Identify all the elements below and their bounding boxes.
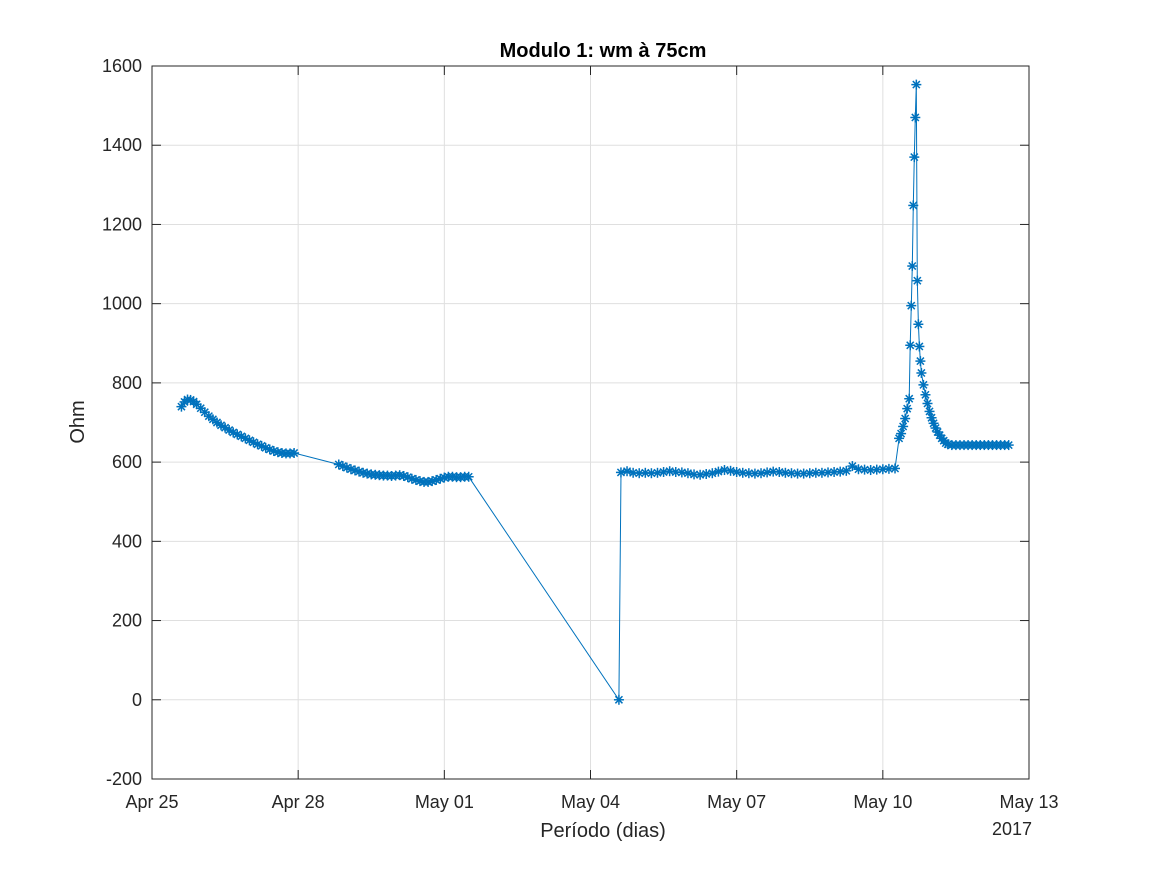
x-axis-year-label: 2017 bbox=[992, 819, 1032, 839]
y-tick-label: 0 bbox=[132, 690, 142, 710]
chart-title: Modulo 1: wm à 75cm bbox=[500, 40, 707, 62]
data-point bbox=[912, 275, 923, 286]
data-series bbox=[176, 79, 1014, 705]
data-point bbox=[713, 466, 724, 477]
data-point bbox=[695, 469, 706, 480]
x-tick-label: May 01 bbox=[415, 792, 474, 812]
data-point bbox=[890, 463, 901, 474]
y-tick-label: 1400 bbox=[102, 135, 142, 155]
data-point bbox=[615, 467, 626, 478]
data-point bbox=[423, 476, 434, 487]
data-point bbox=[918, 379, 929, 390]
x-tick-label: May 04 bbox=[561, 792, 620, 812]
data-point bbox=[916, 367, 927, 378]
data-point bbox=[756, 468, 767, 479]
data-point bbox=[915, 356, 926, 367]
data-point bbox=[859, 464, 870, 475]
y-tick-label: 1000 bbox=[102, 294, 142, 314]
data-point bbox=[1003, 440, 1014, 451]
x-axis: Apr 25 Apr 28 May 01 May 04 May 07 May 10 May … bbox=[125, 66, 1059, 812]
data-point bbox=[907, 261, 918, 272]
data-point bbox=[909, 152, 920, 163]
x-tick-label: May 10 bbox=[853, 792, 912, 812]
data-point bbox=[908, 200, 919, 211]
y-tick-label: 1200 bbox=[102, 214, 142, 234]
data-point bbox=[427, 476, 438, 487]
data-point bbox=[682, 468, 693, 479]
data-point bbox=[913, 319, 924, 330]
data-point bbox=[463, 471, 474, 482]
data-point bbox=[905, 340, 916, 351]
data-point bbox=[725, 465, 736, 476]
x-tick-label: May 13 bbox=[999, 792, 1058, 812]
data-point bbox=[289, 448, 300, 459]
y-tick-label: -200 bbox=[106, 769, 142, 789]
data-point bbox=[613, 694, 624, 705]
data-point bbox=[906, 300, 917, 311]
y-tick-label: 600 bbox=[112, 452, 142, 472]
data-point bbox=[898, 421, 909, 432]
y-tick-label: 1600 bbox=[102, 56, 142, 76]
y-axis: -200 0 200 400 600 800 1000 1200 1400 1600 bbox=[102, 56, 1029, 789]
x-tick-label: May 07 bbox=[707, 792, 766, 812]
data-point bbox=[896, 428, 907, 439]
y-axis-title: Ohm bbox=[67, 400, 89, 443]
data-point bbox=[911, 79, 922, 90]
data-point bbox=[920, 389, 931, 400]
data-point bbox=[922, 398, 933, 409]
data-point bbox=[622, 466, 633, 477]
x-tick-label: Apr 25 bbox=[125, 792, 178, 812]
data-point bbox=[707, 468, 718, 479]
y-tick-label: 800 bbox=[112, 373, 142, 393]
data-point bbox=[910, 112, 921, 123]
data-point bbox=[900, 413, 911, 424]
x-axis-title: Período (dias) bbox=[540, 820, 666, 842]
data-point bbox=[902, 403, 913, 414]
data-point bbox=[841, 465, 852, 476]
data-point bbox=[904, 393, 915, 404]
y-tick-label: 200 bbox=[112, 611, 142, 631]
y-tick-label: 400 bbox=[112, 531, 142, 551]
data-point bbox=[914, 341, 925, 352]
x-tick-label: Apr 28 bbox=[272, 792, 325, 812]
